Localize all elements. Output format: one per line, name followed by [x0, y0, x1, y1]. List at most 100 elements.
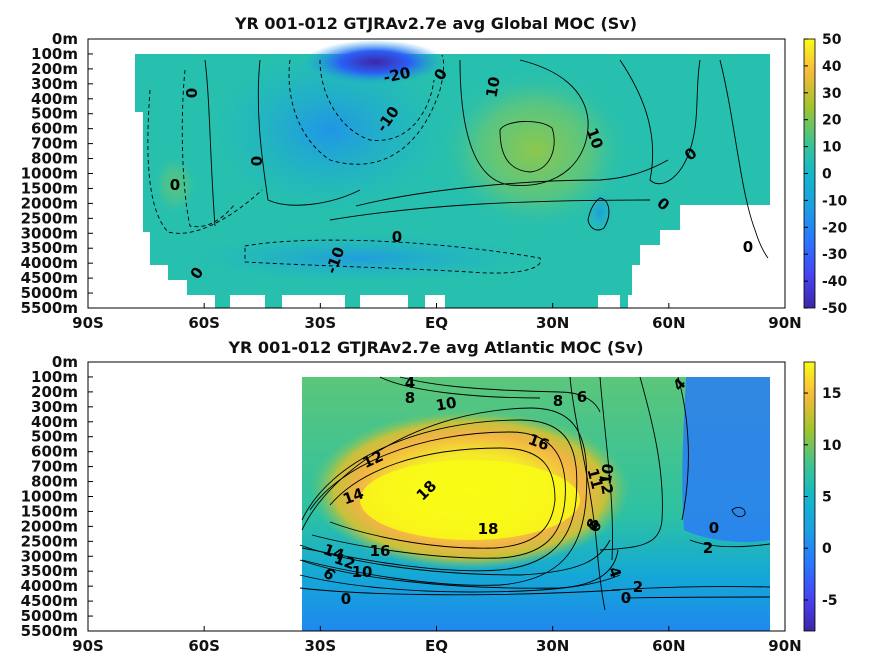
contour-label: 8 — [583, 516, 603, 531]
x-tick-label: 90N — [768, 314, 801, 332]
y-tick-label: 200m — [31, 60, 78, 78]
y-tick-label: 5500m — [21, 299, 78, 317]
colorbar-tick-label: -30 — [822, 247, 848, 263]
panel2-y-axis: 0m100m200m300m400m500m600m700m800m1000m1… — [21, 353, 93, 640]
y-tick-label: 600m — [31, 443, 78, 461]
panel1-so-minimum — [305, 40, 445, 84]
y-tick-label: 2000m — [21, 194, 78, 212]
y-tick-label: 500m — [31, 428, 78, 446]
y-tick-label: 1500m — [21, 179, 78, 197]
y-tick-label: 3000m — [21, 547, 78, 565]
contour-label: 0 — [392, 228, 402, 246]
colorbar-tick-label: 10 — [822, 140, 842, 156]
panel1-x-axis: 90S 60S 30S EQ 30N 60N 90N — [72, 303, 802, 332]
panel2-colorbar-ticks: 15 10 5 0 -5 — [804, 386, 842, 609]
colorbar-tick-label: 15 — [822, 386, 841, 402]
panel1-y-axis: 0m100m200m300m400m500m600m700m800m1000m1… — [21, 30, 93, 317]
contour-label: 2 — [703, 539, 713, 557]
x-tick-label: 60N — [652, 637, 685, 655]
y-tick-label: 2500m — [21, 209, 78, 227]
y-tick-label: 3500m — [21, 562, 78, 580]
panel2-subpolar-region — [682, 377, 770, 542]
panel2-nadw-core — [360, 460, 580, 540]
y-tick-label: 300m — [31, 75, 78, 93]
colorbar-tick-label: -50 — [822, 301, 848, 317]
contour-label: 0 — [709, 519, 719, 537]
colorbar-tick-label: -5 — [822, 593, 838, 609]
panel1-positive-cell — [440, 70, 630, 230]
contour-label: 0 — [183, 88, 201, 98]
colorbar-tick-label: 20 — [822, 113, 842, 129]
contour-label: 0 — [743, 238, 753, 256]
x-tick-label: 60S — [188, 314, 220, 332]
panel1-colorbar-ticks: 50 40 30 20 10 0 -10 -20 -30 -40 -50 — [804, 32, 848, 317]
panel1-negative-cell — [215, 50, 445, 210]
x-tick-label: 90N — [768, 637, 801, 655]
contour-label: 0 — [248, 156, 266, 166]
panel1-field — [135, 40, 770, 308]
contour-label: 6 — [577, 388, 587, 406]
x-tick-label: EQ — [425, 314, 448, 332]
x-tick-label: 90S — [72, 314, 104, 332]
y-tick-label: 300m — [31, 398, 78, 416]
x-tick-label: 30N — [536, 314, 569, 332]
y-tick-label: 1500m — [21, 502, 78, 520]
y-tick-label: 5000m — [21, 607, 78, 625]
y-tick-label: 2500m — [21, 532, 78, 550]
contour-label: 6 — [585, 519, 605, 534]
y-tick-label: 0m — [52, 353, 78, 371]
y-tick-label: 5500m — [21, 622, 78, 640]
contour-label: 0 — [621, 589, 631, 607]
colorbar-tick-label: 5 — [822, 490, 832, 506]
colorbar-tick-label: 10 — [822, 438, 842, 454]
contour-label: 10 — [482, 75, 503, 99]
y-tick-label: 800m — [31, 473, 78, 491]
x-tick-label: EQ — [425, 637, 448, 655]
colorbar-tick-label: 30 — [822, 86, 842, 102]
colorbar-tick-label: -20 — [822, 220, 848, 236]
y-tick-label: 500m — [31, 105, 78, 123]
y-tick-label: 700m — [31, 135, 78, 153]
contour-label: 10 — [352, 563, 373, 581]
contour-label: 16 — [370, 542, 391, 560]
contour-label: 10 — [596, 462, 617, 486]
y-tick-label: 1000m — [21, 165, 78, 183]
colorbar-tick-label: 0 — [822, 541, 832, 557]
panel1-title: YR 001-012 GTJRAv2.7e avg Global MOC (Sv… — [234, 14, 637, 33]
contour-label: 18 — [478, 520, 499, 538]
colorbar-tick-label: 40 — [822, 59, 842, 75]
panel2-title: YR 001-012 GTJRAv2.7e avg Atlantic MOC (… — [227, 338, 643, 357]
y-tick-label: 800m — [31, 150, 78, 168]
y-tick-label: 400m — [31, 413, 78, 431]
y-tick-label: 200m — [31, 383, 78, 401]
y-tick-label: 3500m — [21, 239, 78, 257]
x-tick-label: 90S — [72, 637, 104, 655]
panel2-x-axis: 90S 60S 30S EQ 30N 60N 90N — [72, 626, 802, 655]
panel2-field — [299, 376, 771, 631]
x-tick-label: 30S — [304, 637, 336, 655]
y-tick-label: 4000m — [21, 577, 78, 595]
y-tick-label: 5000m — [21, 284, 78, 302]
contour-label: 4 — [405, 374, 415, 392]
contour-label: 11 — [583, 466, 606, 491]
y-tick-label: 700m — [31, 458, 78, 476]
panel1-deep-cell — [190, 234, 530, 282]
contour-label: 10 — [434, 393, 458, 414]
colorbar-tick-label: -10 — [822, 193, 848, 209]
contour-label: 8 — [405, 389, 415, 407]
colorbar-tick-label: 0 — [822, 167, 832, 183]
y-tick-label: 3000m — [21, 224, 78, 242]
y-tick-label: 600m — [31, 120, 78, 138]
y-tick-label: 100m — [31, 45, 78, 63]
y-tick-label: 4500m — [21, 592, 78, 610]
y-tick-label: 2000m — [21, 517, 78, 535]
contour-label: 8 — [553, 392, 563, 410]
y-tick-label: 4500m — [21, 269, 78, 287]
x-tick-label: 60N — [652, 314, 685, 332]
contour-label: 12 — [595, 472, 616, 496]
colorbar-tick-label: -40 — [822, 274, 848, 290]
x-tick-label: 60S — [188, 637, 220, 655]
contour-label: 0 — [341, 590, 351, 608]
y-tick-label: 0m — [52, 30, 78, 48]
